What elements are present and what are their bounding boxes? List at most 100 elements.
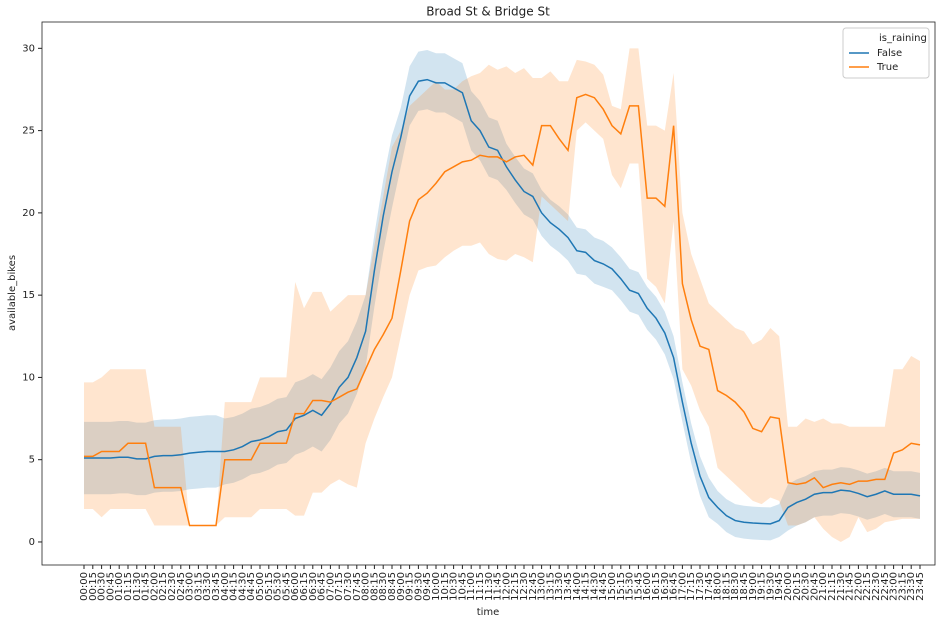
- x-tick-label: 19:15: [757, 572, 768, 601]
- x-tick-label: 21:15: [827, 572, 838, 601]
- confidence-band: [84, 49, 920, 541]
- x-tick-label: 06:00: [290, 572, 301, 601]
- x-tick-label: 22:30: [871, 572, 882, 601]
- x-tick-label: 11:15: [475, 572, 486, 601]
- x-tick-label: 08:15: [369, 572, 380, 601]
- y-tick-label: 15: [22, 290, 35, 301]
- x-tick-label: 09:30: [413, 572, 424, 601]
- x-tick-label: 04:30: [237, 572, 248, 601]
- x-tick-label: 15:15: [616, 572, 627, 601]
- x-tick-label: 07:00: [325, 572, 336, 601]
- series-line: [84, 93, 921, 527]
- x-tick-label: 02:30: [167, 572, 178, 601]
- x-tick-label: 10:15: [440, 572, 451, 601]
- x-tick-label: 16:45: [669, 572, 680, 601]
- x-tick-label: 03:15: [193, 572, 204, 601]
- y-axis-label: available_bikes: [7, 255, 18, 331]
- x-tick-label: 11:00: [466, 572, 477, 601]
- x-tick-label: 17:45: [704, 572, 715, 601]
- y-tick-label: 10: [22, 372, 35, 383]
- x-tick-label: 09:15: [405, 572, 416, 601]
- x-tick-label: 06:30: [308, 572, 319, 601]
- x-tick-label: 18:45: [739, 572, 750, 601]
- x-tick-label: 14:15: [581, 572, 592, 601]
- x-tick-label: 08:45: [387, 572, 398, 601]
- x-tick-label: 05:30: [273, 572, 284, 601]
- x-tick-label: 10:45: [457, 572, 468, 601]
- legend-box: [842, 27, 930, 79]
- x-tick-label: 03:30: [202, 572, 213, 601]
- x-tick-label: 00:30: [97, 572, 108, 601]
- x-tick-label: 14:00: [572, 572, 583, 601]
- x-tick-label: 12:15: [510, 572, 521, 601]
- legend-label: False: [877, 48, 902, 59]
- legend-label: True: [876, 62, 898, 73]
- x-tick-label: 16:00: [642, 572, 653, 601]
- x-tick-label: 03:00: [185, 572, 196, 601]
- x-tick-label: 10:30: [449, 572, 460, 601]
- x-tick-label: 03:45: [211, 572, 222, 601]
- x-tick-label: 02:15: [158, 572, 169, 601]
- x-tick-label: 23:15: [897, 572, 908, 601]
- x-tick-label: 23:30: [906, 572, 917, 601]
- x-tick-label: 20:00: [783, 572, 794, 601]
- x-axis-label: time: [477, 607, 500, 618]
- x-tick-label: 13:15: [545, 572, 556, 601]
- x-tick-label: 19:00: [748, 572, 759, 601]
- x-tick-label: 13:30: [554, 572, 565, 601]
- x-tick-label: 00:15: [88, 572, 99, 601]
- x-tick-label: 06:15: [299, 572, 310, 601]
- x-tick-label: 23:00: [889, 572, 900, 601]
- x-tick-label: 09:00: [396, 572, 407, 601]
- x-tick-label: 07:15: [334, 572, 345, 601]
- x-tick-label: 07:45: [352, 572, 363, 601]
- x-tick-label: 13:45: [563, 572, 574, 601]
- x-tick-label: 06:45: [317, 572, 328, 601]
- x-tick-label: 18:30: [730, 572, 741, 601]
- x-tick-label: 12:45: [528, 572, 539, 601]
- y-tick-label: 30: [22, 43, 35, 54]
- x-tick-label: 19:45: [774, 572, 785, 601]
- x-tick-label: 11:30: [484, 572, 495, 601]
- x-tick-label: 17:00: [677, 572, 688, 601]
- x-tick-label: 12:00: [501, 572, 512, 601]
- x-tick-label: 04:15: [229, 572, 240, 601]
- x-tick-label: 04:45: [246, 572, 257, 601]
- x-tick-label: 08:00: [361, 572, 372, 601]
- plot-frame: [41, 21, 936, 566]
- x-tick-label: 04:00: [220, 572, 231, 601]
- x-tick-label: 21:00: [818, 572, 829, 601]
- x-tick-label: 01:45: [141, 572, 152, 601]
- x-tick-label: 13:00: [537, 572, 548, 601]
- x-tick-label: 01:30: [132, 572, 143, 601]
- x-tick-label: 22:45: [880, 572, 891, 601]
- x-tick-label: 14:45: [598, 572, 609, 601]
- x-tick-label: 21:30: [836, 572, 847, 601]
- y-tick-label: 25: [22, 126, 35, 137]
- x-tick-label: 17:15: [686, 572, 697, 601]
- x-tick-label: 02:00: [149, 572, 160, 601]
- x-tick-label: 00:00: [79, 572, 90, 601]
- chart-title: Broad St & Bridge St: [426, 5, 550, 19]
- x-tick-label: 05:00: [255, 572, 266, 601]
- x-tick-label: 15:45: [633, 572, 644, 601]
- x-tick-label: 16:15: [651, 572, 662, 601]
- x-tick-label: 22:15: [862, 572, 873, 601]
- x-tick-label: 19:30: [765, 572, 776, 601]
- x-tick-label: 01:00: [114, 572, 125, 601]
- x-tick-label: 11:45: [493, 572, 504, 601]
- x-tick-label: 00:45: [105, 572, 116, 601]
- x-tick-label: 20:15: [792, 572, 803, 601]
- x-tick-label: 10:00: [431, 572, 442, 601]
- x-tick-label: 16:30: [660, 572, 671, 601]
- y-tick-label: 0: [29, 537, 35, 548]
- x-tick-label: 21:45: [845, 572, 856, 601]
- x-tick-label: 05:15: [264, 572, 275, 601]
- x-tick-label: 18:15: [721, 572, 732, 601]
- x-tick-label: 01:15: [123, 572, 134, 601]
- x-tick-label: 15:00: [607, 572, 618, 601]
- legend-title: is_raining: [879, 33, 927, 44]
- y-tick-label: 5: [29, 455, 35, 466]
- x-tick-label: 23:45: [915, 572, 926, 601]
